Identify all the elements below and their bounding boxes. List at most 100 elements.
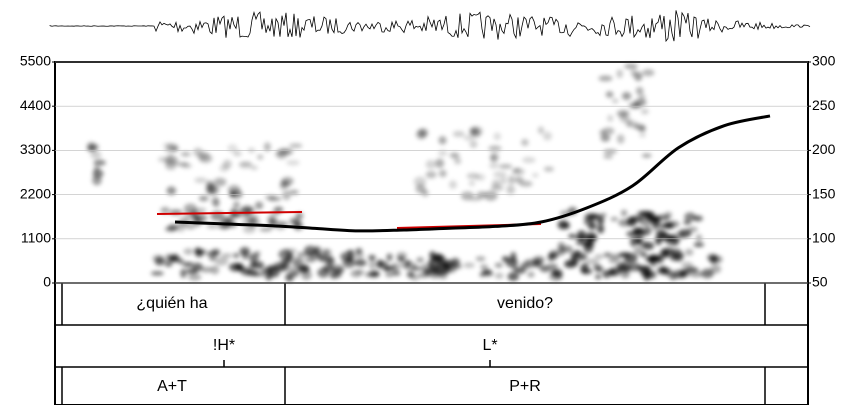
spectrogram-blob [663, 247, 675, 258]
spectrogram-blob [193, 147, 203, 157]
spectrogram-blob [278, 147, 292, 156]
spectrogram-blob [390, 262, 400, 273]
spectrogram-blob [368, 254, 376, 261]
y2-tick-label: 50 [812, 274, 828, 290]
spectrogram-blob [514, 176, 524, 184]
spectrogram-blob [238, 266, 247, 273]
spectrogram-blob [684, 212, 696, 222]
spectrogram-blob [527, 271, 535, 278]
spectrogram-blob [628, 262, 642, 272]
spectrogram-blob [289, 143, 303, 149]
spectrogram-blob [449, 152, 460, 159]
frame [54, 61, 809, 406]
spectrogram-blob [194, 247, 202, 255]
spectrogram-blob [494, 262, 503, 268]
spectrogram-blob [438, 150, 448, 157]
stylization-line [156, 211, 303, 215]
spectrogram-blob [620, 209, 628, 217]
spectrogram-blob [605, 91, 614, 98]
spectrogram-blob [210, 265, 220, 275]
spectrogram-blob [607, 114, 614, 122]
spectrogram-blob [650, 263, 658, 268]
spectrogram-blob [479, 264, 489, 270]
spectrogram-blob [182, 262, 194, 267]
spectrogram-blob [679, 269, 688, 278]
spectrogram-blob [608, 267, 621, 277]
spectrogram-blob [233, 150, 242, 157]
spectrogram-blob [603, 154, 614, 159]
spectrogram-blob [681, 261, 694, 269]
spectrogram-blob [259, 227, 273, 232]
spectrogram-blob [209, 255, 217, 262]
spectrogram-blob [643, 272, 651, 281]
spectrogram-blob [280, 263, 290, 268]
spectrogram-blob [177, 258, 184, 265]
spectrogram-blob [657, 266, 669, 275]
spectrogram-blob [678, 229, 692, 238]
spectrogram-blob [659, 223, 673, 229]
spectrogram-blob [289, 190, 299, 195]
spectrogram-blob [331, 264, 344, 274]
spectrogram-blob [598, 75, 613, 82]
spectrogram-blob [706, 253, 718, 262]
spectrogram-blob [425, 159, 437, 170]
spectrogram-blob [162, 258, 173, 267]
spectrogram-blob [537, 126, 545, 135]
spectrogram-blob [295, 212, 304, 220]
spectrogram-blob [86, 141, 96, 151]
spectrogram-blob [710, 264, 722, 274]
spectrogram-blob [616, 134, 625, 144]
spectrogram-blob [154, 256, 165, 266]
spectrogram-blob [552, 271, 562, 276]
spectrogram-blob [689, 270, 703, 278]
spectrogram-blob [314, 246, 321, 255]
spectrogram-blob [463, 134, 475, 141]
spectrogram-blob [286, 159, 300, 166]
spectrogram-blob [386, 253, 393, 262]
spectrogram-blob [506, 184, 516, 195]
spectrogram-blob [282, 190, 291, 201]
spectrogram-blob [304, 257, 316, 263]
spectrogram-blob [576, 230, 587, 240]
spectrogram-blob [634, 71, 643, 82]
spectrogram-blob [483, 190, 498, 201]
spectrogram-blob [685, 267, 699, 273]
spectrogram-blob [469, 140, 478, 149]
spectrogram-blob [376, 261, 389, 267]
spectrogram-blob [416, 257, 424, 263]
spectrogram-blob [654, 255, 665, 264]
spectrogram-blob [490, 152, 500, 162]
spectrogram-blob [180, 268, 187, 279]
spectrogram-blob [513, 168, 521, 173]
spectrogram-blob [214, 256, 229, 266]
spectrogram-blob [449, 180, 457, 189]
spectrogram-blob [521, 138, 529, 147]
spectrogram-blob [482, 270, 494, 277]
spectrogram-blob [585, 258, 600, 264]
spectrogram-blob [524, 259, 537, 265]
spectrogram-blob [632, 227, 644, 235]
spectrogram-blob [198, 195, 209, 202]
spectrogram-blob [638, 94, 646, 101]
spectrogram-blob [396, 252, 407, 260]
spectrogram-blob [165, 253, 173, 260]
spectrogram-blob [522, 157, 536, 164]
spectrogram-blob [425, 171, 437, 179]
spectrogram-blob [617, 264, 632, 270]
spectrogram-blob [490, 185, 504, 191]
spectrogram-blob [355, 269, 365, 275]
spectrogram-blob [450, 257, 459, 266]
spectrogram-blob [583, 244, 593, 253]
spectrogram-blob [251, 271, 263, 277]
tier-label: !H* [213, 337, 235, 354]
spectrogram-blob [637, 240, 648, 247]
spectrogram-blob [475, 256, 486, 262]
spectrogram-blob [368, 259, 377, 270]
spectrogram-blob [188, 273, 202, 281]
spectrogram-blob [670, 236, 680, 246]
spectrogram-blob [195, 213, 208, 223]
spectrogram-blob [468, 180, 476, 187]
spectrogram-blob [508, 175, 515, 185]
spectrogram-blob [340, 251, 354, 262]
spectrogram-blob [160, 206, 170, 214]
